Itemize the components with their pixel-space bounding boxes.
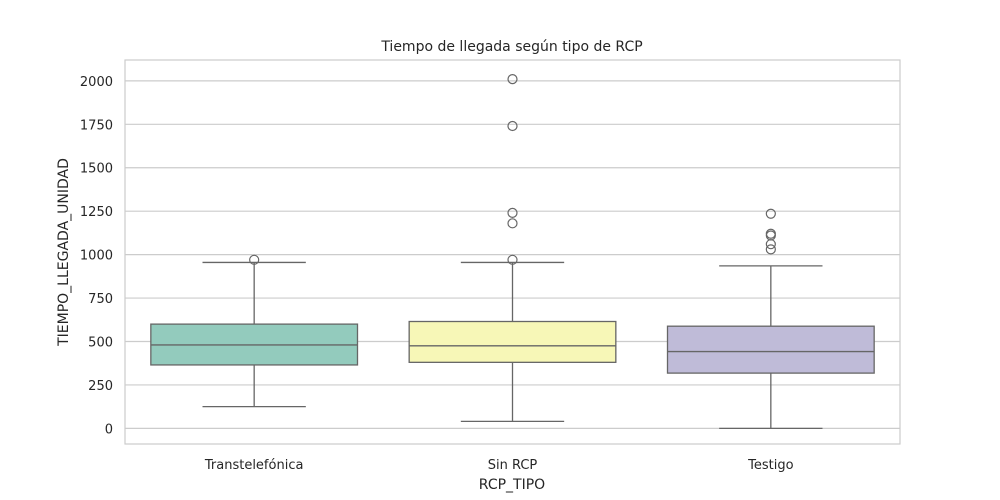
boxes: [150, 74, 875, 430]
x-tick-label: Transtelefónica: [204, 458, 304, 473]
box-iqr: [408, 320, 617, 363]
box-iqr: [666, 325, 875, 374]
box-group: [150, 254, 359, 408]
outlier-point: [507, 120, 518, 132]
y-tick-label: 1000: [80, 249, 113, 264]
box-group: [408, 74, 617, 423]
y-tick-label: 0: [105, 422, 113, 437]
y-tick-label: 1750: [80, 118, 113, 133]
x-tick-label: Sin RCP: [488, 458, 538, 473]
outlier-point: [765, 208, 776, 219]
y-tick-labels: 0 250 500 750 1000 1250 1500 1750 2000: [80, 75, 113, 438]
outlier-point: [765, 239, 776, 250]
y-tick-label: 1250: [80, 205, 113, 220]
y-tick-label: 500: [88, 335, 113, 350]
x-tick-labels: Transtelefónica Sin RCP Testigo: [204, 458, 794, 473]
y-tick-label: 250: [88, 379, 113, 394]
x-tick-label: Testigo: [747, 458, 793, 473]
outlier-point: [507, 254, 518, 265]
box-group: [666, 208, 875, 430]
y-axis-label: TIEMPO_LLEGADA_UNIDAD: [56, 158, 72, 347]
y-tick-label: 750: [88, 292, 113, 307]
outlier-point: [765, 228, 776, 239]
outlier-point: [507, 74, 518, 85]
outlier-point: [507, 218, 518, 229]
y-tick-label: 1500: [80, 162, 113, 177]
outlier-point: [249, 254, 260, 265]
outlier-point: [507, 207, 518, 219]
chart-title: Tiempo de llegada según tipo de RCP: [380, 39, 642, 55]
y-tick-label: 2000: [80, 75, 113, 90]
plot-area-frame: [124, 59, 901, 445]
x-axis-label: RCP_TIPO: [479, 477, 545, 493]
outlier-point: [765, 244, 776, 255]
